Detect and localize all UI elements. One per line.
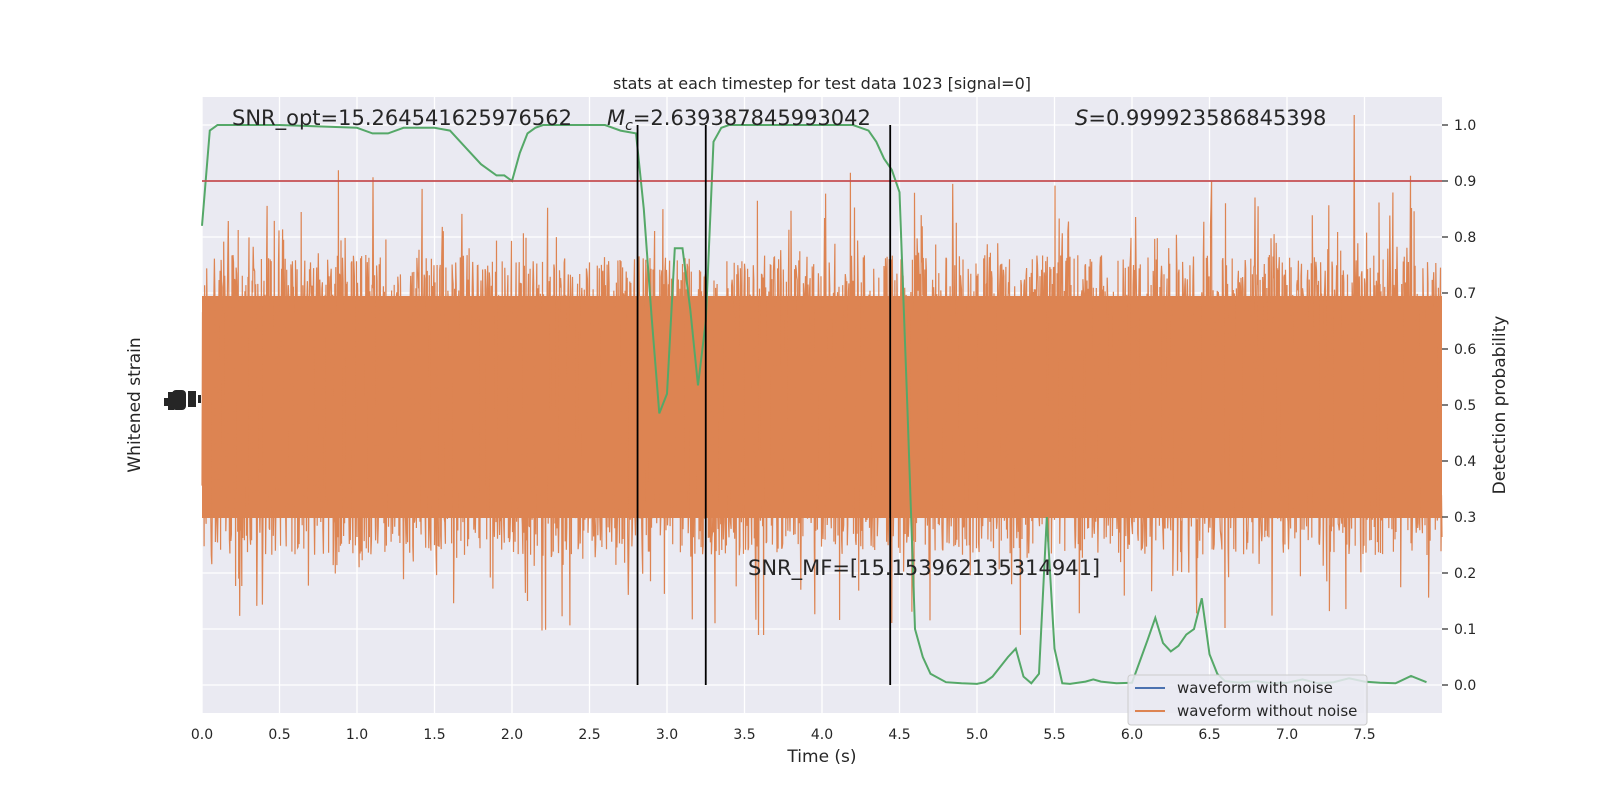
s-annotation: S=0.999923586845398 — [1075, 106, 1326, 130]
y-tick-label: 0.5 — [1454, 398, 1476, 414]
x-tick-label: 2.0 — [501, 727, 523, 743]
snr-opt-annotation: SNR_opt=15.264541625976562 — [232, 106, 572, 131]
y-tick-label: 0.8 — [1454, 230, 1476, 246]
legend-box — [1127, 674, 1368, 726]
x-tick-label: 5.0 — [966, 727, 988, 743]
x-tick-label: 7.0 — [1276, 727, 1298, 743]
x-tick-label: 5.5 — [1043, 727, 1065, 743]
right-y-axis-label: Detection probability — [1490, 316, 1510, 495]
detection-probability-line — [201, 124, 1427, 685]
legend: waveform with noise waveform without noi… — [1127, 674, 1368, 726]
chart-title: stats at each timestep for test data 102… — [613, 74, 1031, 93]
x-tick-label: 6.5 — [1198, 727, 1220, 743]
x-tick-label: 2.5 — [578, 727, 600, 743]
y-tick-label: 0.2 — [1454, 566, 1476, 582]
x-tick-label: 3.5 — [733, 727, 755, 743]
y-tick-label: 1.0 — [1454, 118, 1476, 134]
x-tick-label: 0.5 — [268, 727, 290, 743]
y-tick-label: 0.1 — [1454, 622, 1476, 638]
right-y-axis-ticks: 0.0 0.1 0.2 0.3 0.4 0.5 0.6 0.7 0.8 0.9 1.0 — [1442, 118, 1476, 694]
x-tick-label: 7.5 — [1353, 727, 1375, 743]
x-tick-label: 6.0 — [1121, 727, 1143, 743]
y-tick-label: 0.6 — [1454, 342, 1476, 358]
y-tick-label: 0.7 — [1454, 286, 1476, 302]
x-axis-label: Time (s) — [786, 747, 856, 767]
legend-label-with-noise: waveform with noise — [1177, 679, 1333, 697]
y-tick-label: 0.4 — [1454, 454, 1476, 470]
probability-series — [201, 124, 1427, 685]
x-tick-label: 0.0 — [191, 727, 213, 743]
x-tick-label: 4.5 — [888, 727, 910, 743]
left-y-axis-clutter — [164, 390, 201, 410]
x-tick-label: 4.0 — [811, 727, 833, 743]
x-tick-label: 3.0 — [656, 727, 678, 743]
y-tick-label: 0.3 — [1454, 510, 1476, 526]
markers — [202, 125, 1442, 685]
strain-series — [201, 114, 1443, 636]
x-axis-ticks: 0.0 0.5 1.0 1.5 2.0 2.5 3.0 3.5 4.0 4.5 5.0 5.5 6.0 6… — [191, 727, 1376, 743]
legend-label-without-noise: waveform without noise — [1177, 702, 1357, 720]
y-tick-label: 0.0 — [1454, 678, 1476, 694]
y-tick-label: 0.9 — [1454, 174, 1476, 190]
snr-mf-annotation: SNR_MF=[15.153962135314941] — [748, 556, 1100, 581]
x-tick-label: 1.0 — [346, 727, 368, 743]
left-y-axis-label: Whitened strain — [125, 337, 145, 472]
chirp-mass-annotation: Mc=2.639387845993042 — [607, 106, 871, 134]
x-tick-label: 1.5 — [423, 727, 445, 743]
waveform-without-noise-line — [201, 114, 1443, 636]
